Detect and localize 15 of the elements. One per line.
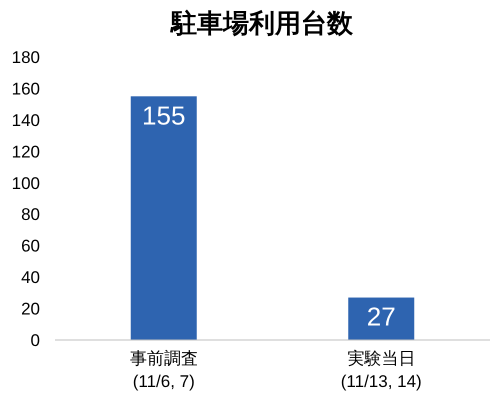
y-tick-label: 160 <box>12 79 40 98</box>
y-tick-label: 100 <box>12 174 40 193</box>
y-tick-label: 60 <box>21 236 40 256</box>
x-tick-label: 事前調査 (11/6, 7) <box>130 349 198 391</box>
x-tick-label: 実験当日 (11/13, 14) <box>340 349 422 391</box>
y-tick-label: 0 <box>30 331 40 350</box>
y-tick-label: 120 <box>12 142 40 162</box>
y-tick-label: 40 <box>21 268 40 288</box>
data-label: 155 <box>142 100 186 130</box>
data-label: 27 <box>366 302 396 332</box>
y-tick-label: 80 <box>21 205 40 224</box>
y-tick-label: 20 <box>21 300 40 319</box>
y-tick-label: 140 <box>12 110 40 130</box>
chart-title: 駐車場利用台数 <box>170 8 354 38</box>
y-tick-label: 180 <box>12 48 40 67</box>
